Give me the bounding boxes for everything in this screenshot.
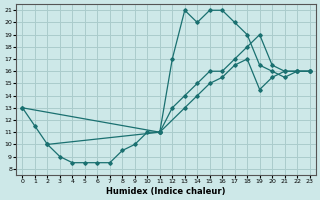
X-axis label: Humidex (Indice chaleur): Humidex (Indice chaleur) <box>106 187 226 196</box>
